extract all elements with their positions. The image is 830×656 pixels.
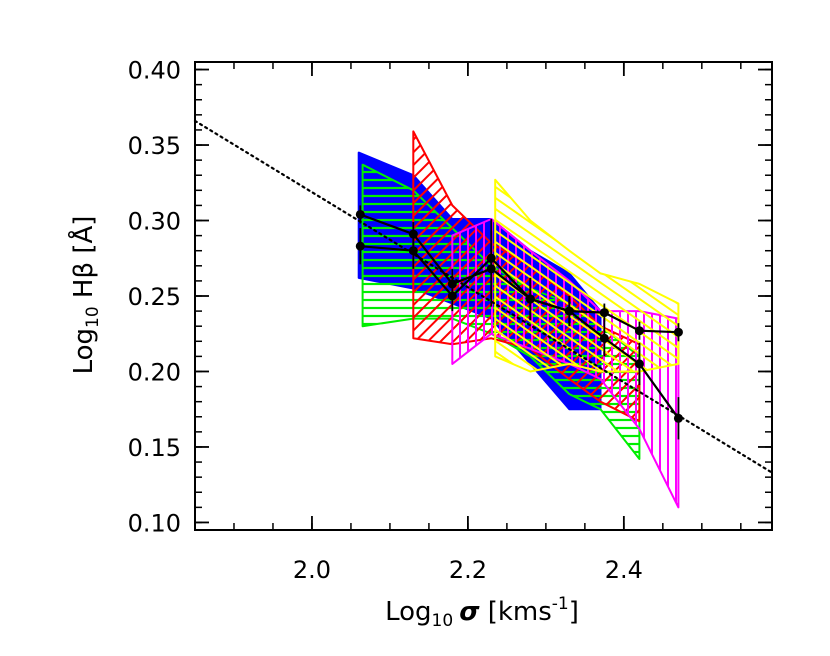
y-tick-label: 0.35 — [128, 132, 181, 160]
x-axis-title-unit-sup: -1 — [552, 594, 569, 614]
series-1-point — [634, 326, 644, 336]
x-axis-title-unit-close: ] — [569, 597, 579, 627]
y-tick-label: 0.30 — [128, 208, 181, 236]
y-axis-title-sub: 10 — [83, 306, 103, 328]
bands-layer — [357, 130, 680, 509]
series-2-point — [408, 246, 418, 256]
series-1-point — [599, 308, 609, 318]
series-1-point — [355, 209, 365, 219]
series-2-point — [447, 291, 457, 301]
series-layer — [355, 205, 683, 440]
x-axis-title-symbol: σ — [459, 597, 480, 627]
band-5 — [494, 178, 680, 373]
y-tick-label: 0.10 — [128, 509, 181, 537]
series-2-point — [525, 294, 535, 304]
y-tick-label: 0.15 — [128, 434, 181, 462]
fit-line-layer — [193, 119, 774, 474]
fit-line — [193, 119, 774, 474]
series-2-point — [355, 241, 365, 251]
y-tick-label: 0.20 — [128, 358, 181, 386]
series-2-point — [634, 359, 644, 369]
x-axis-title-unit: [kms — [479, 597, 551, 627]
series-2-point — [673, 413, 683, 423]
x-axis-title: Log10 σ [kms-1] — [385, 594, 579, 631]
series-2-point — [564, 306, 574, 316]
x-axis-title-sub: 10 — [432, 611, 454, 631]
x-tick-label: 2.2 — [449, 556, 487, 584]
x-tick-label: 2.0 — [293, 556, 331, 584]
y-axis-title-symbol: Hβ — [69, 262, 99, 306]
series-2-point — [599, 333, 609, 343]
x-axis-title-base: Log — [385, 597, 431, 627]
x-tick-label: 2.4 — [605, 556, 643, 584]
series-2-point — [486, 253, 496, 263]
y-tick-label: 0.40 — [128, 57, 181, 85]
y-tick-label: 0.25 — [128, 283, 181, 311]
y-axis-title-unit: [Å] — [67, 216, 99, 262]
y-axis-title-base: Log — [69, 328, 99, 374]
series-1-point — [673, 327, 683, 337]
y-axis-title: Log10 Hβ [Å] — [67, 216, 103, 375]
ticks-layer: 2.0 2.2 2.4 0.10 0.15 0.20 0.25 0.30 0.35 0.40 — [128, 57, 772, 584]
